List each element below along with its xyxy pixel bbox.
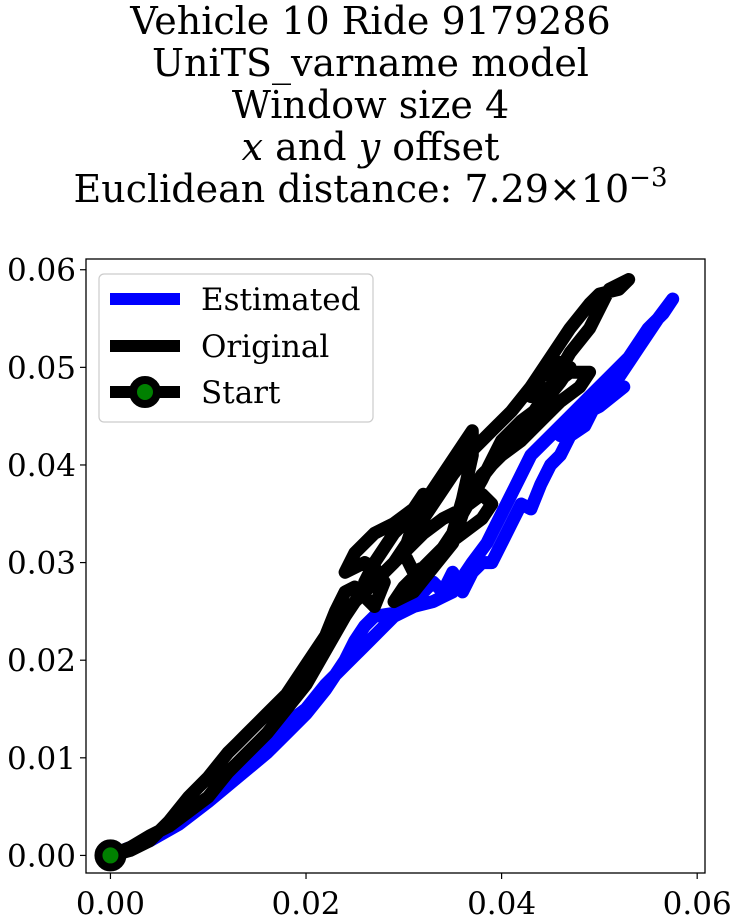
- title-line-2: UniTS_varname model: [152, 41, 589, 85]
- title-line-5: Euclidean distance: 7.29×10−3: [0, 165, 741, 211]
- x-tick-label: 0.02: [272, 886, 341, 921]
- title-exponent: −3: [629, 163, 668, 193]
- x-tick-label: 0.04: [467, 886, 536, 921]
- series-estimated-line: [103, 292, 680, 862]
- legend-box: [98, 273, 374, 423]
- x-tick-label: 0.06: [663, 886, 732, 921]
- axes-frame: [85, 258, 706, 874]
- legend-start-label: Start: [201, 375, 281, 411]
- title-line-1: Vehicle 10 Ride 9179286: [130, 0, 611, 43]
- title-line-3: Window size 4: [231, 83, 510, 127]
- plot-area: [94, 273, 680, 872]
- title-and: and: [263, 125, 359, 169]
- start-marker: [94, 839, 127, 872]
- legend-original-label: Original: [201, 329, 329, 365]
- title-x-symbol: x: [241, 125, 264, 169]
- title-offset: offset: [380, 125, 500, 169]
- legend-estimated-label: Estimated: [201, 282, 360, 318]
- y-tick-label: 0.00: [7, 838, 76, 874]
- y-tick-label: 0.06: [7, 253, 76, 289]
- title-distance: Euclidean distance: 7.29×10: [73, 167, 630, 211]
- y-tick-label: 0.04: [7, 448, 76, 484]
- legend-start-marker: [129, 376, 161, 408]
- legend: Estimated Original Start: [98, 273, 374, 423]
- title-line-4: x and y offset: [0, 126, 741, 168]
- x-tick-label: 0.00: [76, 886, 145, 921]
- y-tick-label: 0.01: [7, 741, 76, 777]
- chart-title: Vehicle 10 Ride 9179286 UniTS_varname mo…: [0, 0, 741, 210]
- axis-ticks: 0.00 0.02 0.04 0.06 0.00 0.01 0.02 0.03 0.04 0.05…: [7, 253, 732, 921]
- y-tick-label: 0.03: [7, 546, 76, 582]
- y-tick-label: 0.02: [7, 643, 76, 679]
- title-y-symbol: y: [358, 125, 381, 169]
- y-tick-label: 0.05: [7, 350, 76, 386]
- series-original-line: [103, 273, 636, 862]
